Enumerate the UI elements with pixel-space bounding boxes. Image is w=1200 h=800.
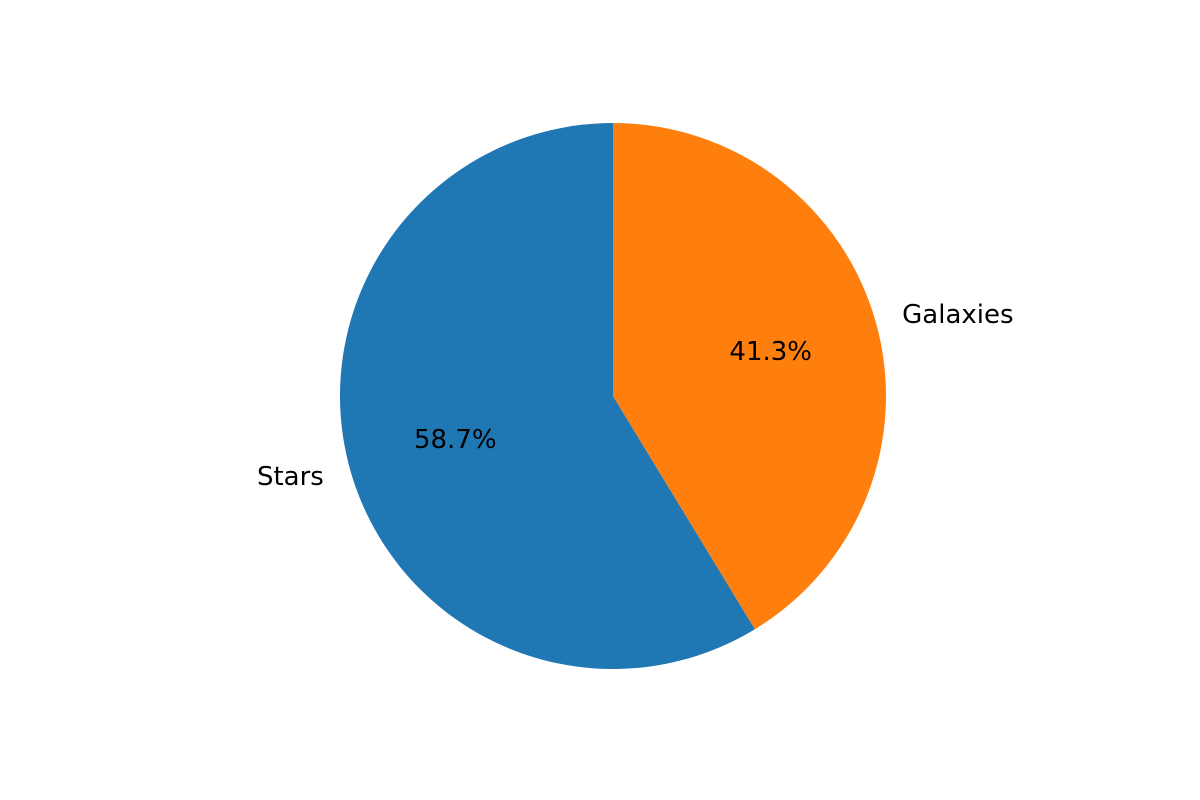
pie-labels: Stars 58.7% Galaxies 41.3% — [257, 300, 1014, 492]
pie-slices — [339, 123, 886, 670]
pie-slice-galaxies — [613, 123, 886, 630]
category-label-stars: Stars — [257, 462, 324, 492]
pie-slice-stars — [339, 123, 755, 670]
percent-label-stars: 58.7% — [414, 425, 497, 455]
percent-label-galaxies: 41.3% — [729, 337, 812, 367]
category-label-galaxies: Galaxies — [902, 300, 1013, 330]
